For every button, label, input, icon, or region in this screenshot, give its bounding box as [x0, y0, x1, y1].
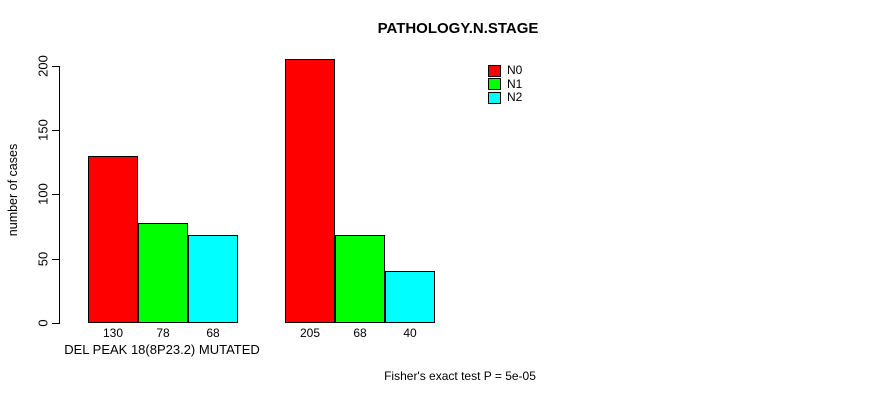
y-axis-tick	[52, 65, 59, 67]
legend-row: N2	[488, 90, 523, 104]
legend-swatch-n2	[488, 91, 501, 104]
y-axis-tick-label: 50	[35, 251, 51, 266]
y-axis-tick	[52, 323, 59, 324]
bar-n0-group2	[285, 59, 335, 323]
y-axis-tick-label: 0	[35, 319, 51, 327]
x-axis-group-label: DEL PEAK 18(8P23.2) MUTATED	[64, 342, 260, 357]
bar-value-label: 205	[299, 326, 321, 340]
legend-swatch-n0	[488, 64, 501, 77]
chart-title: PATHOLOGY.N.STAGE	[377, 20, 539, 37]
bar-value-label: 68	[206, 326, 220, 340]
legend-label: N2	[507, 90, 523, 104]
fisher-test-annotation: Fisher's exact test P = 5e-05	[384, 369, 536, 383]
legend-label: N1	[507, 76, 523, 91]
bar-n2-group2	[385, 271, 435, 323]
y-axis-tick-label: 150	[35, 119, 51, 141]
legend-row: N0	[488, 63, 523, 77]
bar-n0-group1	[88, 156, 138, 323]
legend-label: N0	[507, 63, 523, 77]
y-axis-tick-label: 200	[35, 54, 51, 77]
bar-value-label: 68	[353, 326, 367, 340]
y-axis-tick	[52, 129, 59, 131]
bar-n1-group1	[138, 223, 188, 323]
legend-swatch-n1	[488, 78, 501, 90]
legend: N0 N1 N2	[488, 63, 523, 104]
y-axis-label: number of cases	[6, 143, 20, 237]
bar-n2-group1	[188, 235, 238, 323]
legend-row: N1	[488, 76, 523, 91]
bar-value-label: 130	[102, 326, 124, 340]
bar-n1-group2	[335, 235, 385, 323]
y-axis-line	[59, 65, 60, 324]
y-axis-tick	[52, 258, 59, 260]
bar-value-label: 40	[403, 326, 417, 340]
y-axis-tick-label: 100	[35, 183, 51, 206]
bar-value-label: 78	[156, 326, 170, 340]
y-axis-tick	[52, 194, 59, 196]
